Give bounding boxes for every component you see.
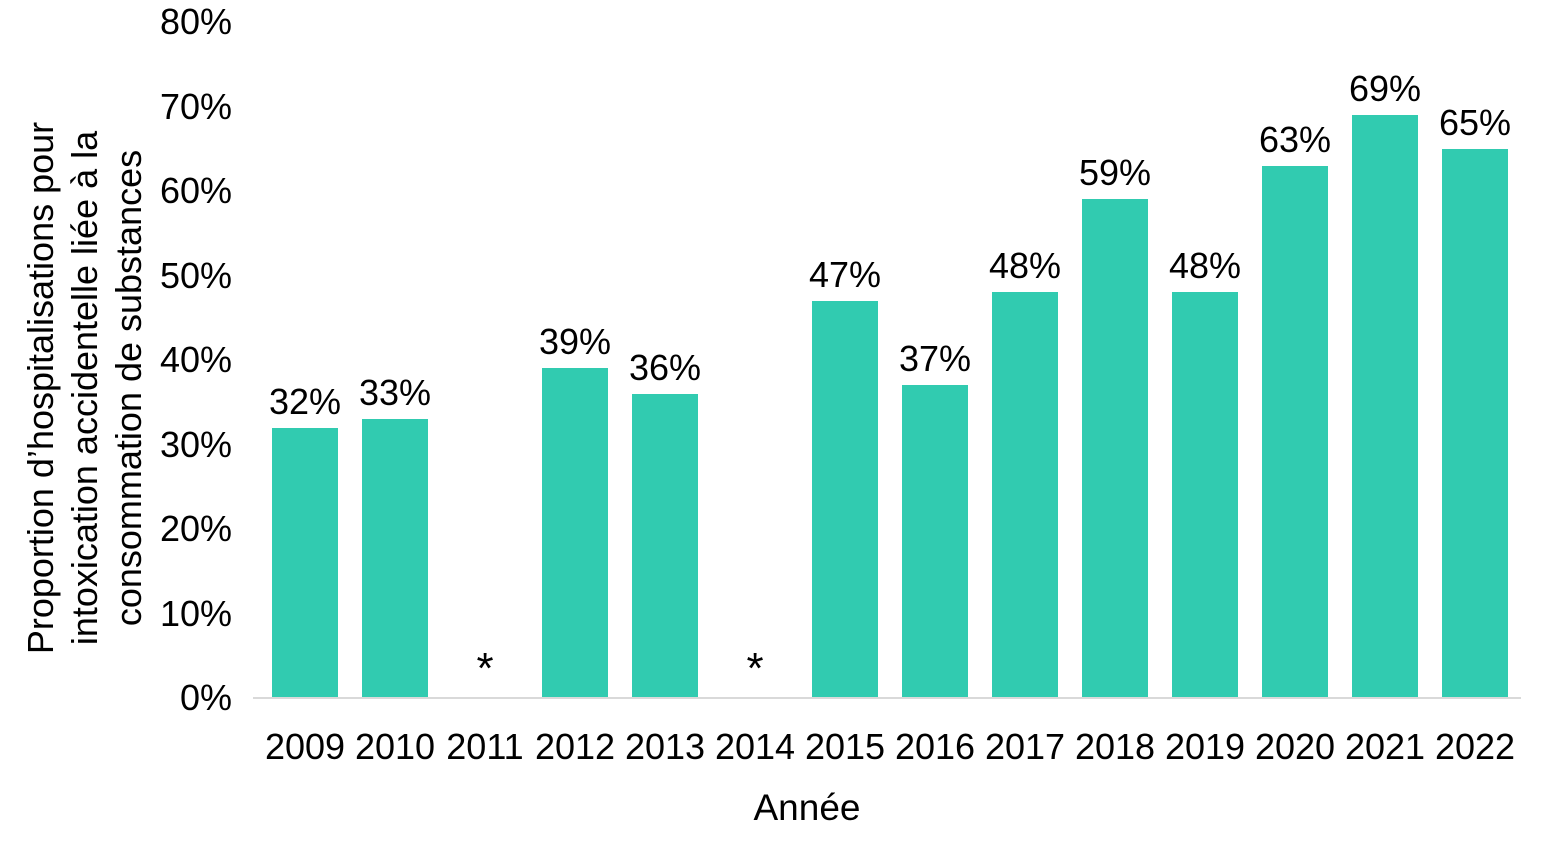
y-tick-label: 0% [179,677,232,718]
bar-2021 [1352,114,1418,698]
x-tick-label-2010: 2010 [354,726,436,767]
y-axis-title-line-2: intoxication accidentelle liée à la [64,130,105,646]
x-tick-label-2015: 2015 [804,726,886,767]
bar-value-label-2019: 48% [1168,245,1242,287]
x-tick-label-2014: 2014 [714,726,796,767]
bar-2016 [902,385,968,698]
bar-2013 [632,393,698,698]
y-tick-label: 50% [159,254,232,296]
bar-value-label-2012: 39% [538,321,612,363]
y-tick-label: 30% [159,423,232,465]
bar-value-label-2009: 32% [268,380,342,422]
bar-value-label-2020: 63% [1258,118,1332,160]
bar-value-label-2013: 36% [628,346,702,388]
x-tick-label-2013: 2013 [624,726,706,767]
y-tick-label: 80% [159,1,232,42]
x-axis-line [253,697,1521,699]
bar-value-label-2017: 48% [988,245,1062,287]
bar-2022 [1442,148,1508,698]
bar-2010 [362,419,428,698]
bar-2009 [272,427,338,698]
y-tick-label: 10% [159,592,232,634]
bar-2019 [1172,292,1238,698]
x-axis-title: Année [753,787,861,828]
y-tick-label: 70% [159,85,232,127]
x-tick-label-2009: 2009 [264,726,346,767]
x-tick-label-2019: 2019 [1164,726,1246,767]
bar-value-label-2010: 33% [358,372,432,414]
x-tick-label-2012: 2012 [534,726,616,767]
suppressed-data-marker-2014: * [746,644,764,693]
suppressed-data-marker-2011: * [476,644,494,693]
y-axis-title-line-1: Proportion d’hospitalisations pour [20,121,61,655]
bar-value-label-2015: 47% [808,253,882,295]
bar-2020 [1262,165,1328,698]
bar-value-label-2016: 37% [898,338,972,380]
x-tick-label-2018: 2018 [1074,726,1156,767]
bar-2012 [542,368,608,698]
y-tick-label: 60% [159,170,232,211]
bar-value-label-2021: 69% [1348,67,1422,109]
y-tick-label: 40% [159,339,232,380]
bar-value-label-2018: 59% [1078,152,1152,194]
y-tick-label: 20% [159,508,232,549]
x-tick-label-2016: 2016 [894,726,976,767]
x-tick-label-2022: 2022 [1434,726,1516,767]
bar-value-label-2022: 65% [1438,101,1512,143]
bar-2018 [1082,199,1148,698]
x-tick-label-2011: 2011 [446,726,524,767]
x-tick-label-2020: 2020 [1254,726,1336,767]
bar-2017 [992,292,1058,698]
bar-2015 [812,300,878,698]
x-tick-label-2017: 2017 [984,726,1066,767]
x-tick-label-2021: 2021 [1344,726,1426,767]
